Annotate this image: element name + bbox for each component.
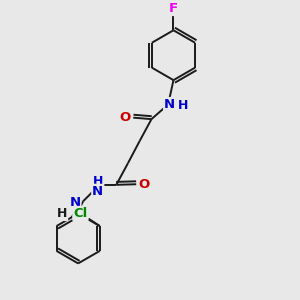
Text: H: H: [93, 175, 103, 188]
Text: H: H: [178, 99, 189, 112]
Text: O: O: [139, 178, 150, 191]
Text: O: O: [119, 111, 131, 124]
Text: N: N: [69, 196, 80, 209]
Text: N: N: [92, 185, 103, 198]
Text: F: F: [169, 2, 178, 15]
Text: H: H: [57, 207, 67, 220]
Text: Cl: Cl: [73, 207, 88, 220]
Text: N: N: [164, 98, 175, 111]
